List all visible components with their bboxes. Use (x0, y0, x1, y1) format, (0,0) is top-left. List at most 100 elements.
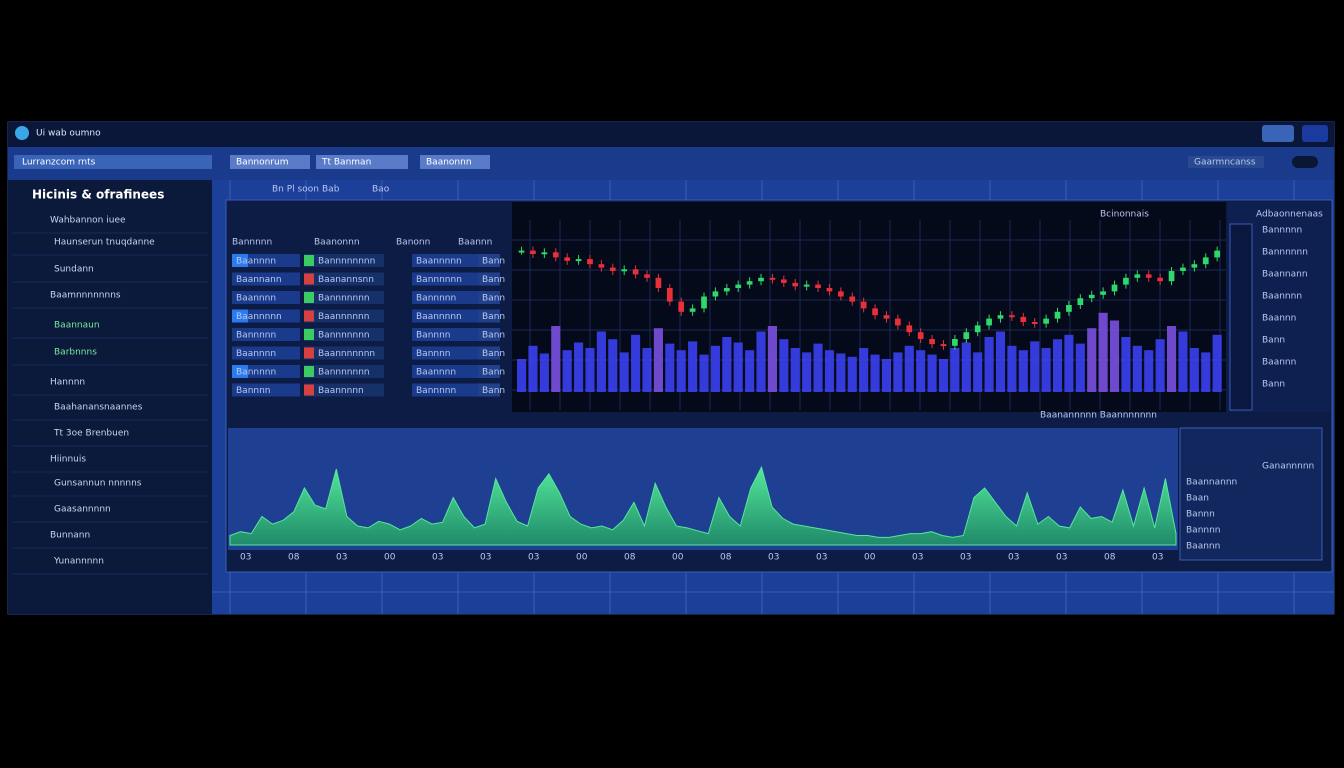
cell-flag (304, 384, 314, 396)
volume-bar (927, 354, 937, 392)
cell-flag (304, 255, 314, 266)
window-title: Ui wab oumno (36, 129, 101, 139)
sidebar-item[interactable]: Bunnann (50, 531, 90, 541)
cell-flag (232, 365, 248, 378)
candle (952, 339, 958, 346)
sidebar-item[interactable]: Gaasannnnn (54, 505, 111, 515)
table-cell (232, 309, 300, 323)
sidebar-item[interactable]: Hiinnuis (50, 455, 86, 465)
table-cell-text: Bannnnn (416, 294, 456, 304)
sidebar-item[interactable]: Sundann (54, 265, 94, 275)
volume-bar (551, 326, 561, 392)
table-cell-text: Baannnn (236, 349, 276, 359)
table-cell-text: Baanannsnn (318, 275, 374, 285)
sidebar-item[interactable]: Baamnnnnnnns (50, 291, 121, 301)
table-cell (412, 328, 496, 341)
sidebar-item[interactable]: Baahanansnaannes (54, 403, 143, 413)
candle (1020, 316, 1027, 322)
sidebar-item[interactable]: Barbnnns (54, 348, 97, 358)
subtab[interactable]: Bn Pl soon (272, 185, 319, 195)
x-tick-label: 03 (528, 553, 539, 563)
candle (1180, 267, 1186, 271)
subtab[interactable]: Bab (322, 185, 340, 195)
app-icon (15, 126, 29, 140)
sidebar-item[interactable]: Gunsannun nnnnns (54, 479, 142, 489)
candle (712, 291, 719, 297)
volume-bar (1166, 326, 1177, 392)
volume-bar (1064, 334, 1074, 392)
table-cell (412, 272, 496, 286)
toolbar-button[interactable] (1188, 156, 1264, 168)
candle (1157, 277, 1163, 282)
candle (872, 308, 878, 316)
volume-bar (619, 352, 629, 392)
table-cell (232, 383, 300, 397)
volume-bar (1030, 341, 1040, 392)
volume-bar (517, 359, 527, 392)
candle (929, 339, 935, 345)
right-panel-title: Adbaonnenaas (1256, 210, 1323, 220)
sidebar-item[interactable]: Haunserun tnuqdanne (54, 238, 155, 248)
table-header: Bannnnn (232, 238, 272, 248)
candle (598, 264, 605, 268)
subtab[interactable]: Bao (372, 185, 390, 195)
volume-bar (1155, 339, 1165, 392)
table-cell-text: Bannnnn (236, 331, 276, 341)
tab[interactable] (230, 155, 310, 169)
volume-bar (642, 348, 652, 392)
toggle[interactable] (1292, 156, 1318, 168)
table-cell (412, 383, 496, 397)
candle (587, 259, 593, 265)
window-button[interactable] (1302, 125, 1328, 142)
candle (723, 288, 730, 292)
table-cell-text: Baannnnnn (318, 312, 369, 322)
sidebar-item[interactable]: Yunannnnn (53, 557, 104, 567)
candle (518, 250, 525, 253)
tab[interactable] (316, 155, 408, 169)
table-cell-text: Baannnnn (416, 312, 462, 322)
candle (780, 279, 787, 283)
table-cell (478, 346, 500, 360)
table-cell-text: Baannnnn (416, 257, 462, 267)
chart-footer: Baanannnnn Baannnnnnn (1040, 411, 1157, 421)
window-button[interactable] (1262, 125, 1294, 142)
candle (997, 315, 1004, 319)
candle (1088, 294, 1095, 299)
volume-bar (1098, 312, 1108, 392)
volume-bar (1041, 348, 1051, 392)
tab[interactable] (420, 155, 490, 169)
sidebar-item[interactable]: Tt 3oe Brenbuen (53, 429, 129, 439)
candle (1031, 322, 1038, 324)
candle (689, 308, 696, 312)
table-cell (304, 272, 384, 286)
sidebar-item[interactable]: Wahbannon iuee (50, 216, 126, 226)
sidebar-item[interactable]: Baannaun (54, 321, 100, 331)
dropdown[interactable] (14, 155, 212, 169)
sidebar-item[interactable]: Hannnn (50, 378, 85, 388)
volume-bar (608, 339, 618, 392)
table-cell (412, 346, 496, 360)
table-cell-text: Bannnnnnn (318, 368, 370, 378)
candle (860, 301, 867, 309)
table-cell-text: Bann (482, 294, 505, 304)
candle (803, 284, 810, 287)
candle (1134, 274, 1141, 278)
candle (792, 282, 799, 287)
cell-flag (232, 254, 248, 267)
x-tick-label: 08 (720, 553, 732, 563)
candle (838, 291, 844, 297)
candle (1145, 274, 1152, 278)
table-cell (232, 254, 300, 267)
candle (974, 325, 981, 333)
cell-flag (304, 347, 314, 359)
table-cell-text: Bann (482, 368, 505, 378)
x-tick-label: 08 (288, 553, 300, 563)
dropdown-label: Lurranzcom rnts (22, 158, 96, 168)
candle (917, 332, 924, 339)
toolbar (8, 147, 1334, 180)
volume-bar (904, 345, 914, 392)
title-bar (8, 122, 1334, 147)
volume-bar (1109, 320, 1120, 392)
table-cell-text: Bannnnn (416, 386, 456, 396)
